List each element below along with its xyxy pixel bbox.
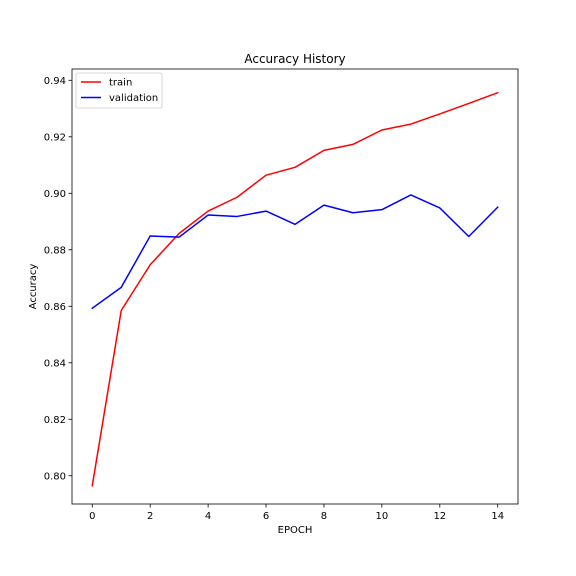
chart-title: Accuracy History (244, 52, 345, 66)
y-tick-label: 0.88 (44, 245, 66, 256)
plot-frame (71, 68, 519, 505)
series-line-train (91, 91, 499, 487)
y-tick-label: 0.92 (44, 132, 66, 143)
x-tick-label: 0 (89, 511, 95, 522)
plot-area (72, 69, 518, 504)
y-tick-label: 0.86 (44, 302, 66, 313)
x-tick-label: 6 (263, 511, 269, 522)
y-tick-label: 0.90 (44, 189, 66, 200)
x-tick-label: 12 (433, 511, 446, 522)
legend: train validation (75, 72, 163, 109)
legend-label-train: train (109, 78, 132, 89)
y-tick-label: 0.84 (44, 358, 66, 369)
x-tick-label: 2 (147, 511, 153, 522)
x-axis-label: EPOCH (278, 525, 313, 536)
series-line-validation (91, 194, 499, 310)
x-axis: 0 2 4 6 8 10 12 14 (89, 504, 504, 522)
x-tick-label: 10 (376, 511, 389, 522)
legend-label-validation: validation (109, 93, 158, 104)
y-tick-label: 0.80 (44, 471, 66, 482)
x-tick-label: 14 (491, 511, 504, 522)
y-tick-label: 0.94 (44, 76, 66, 87)
series-layer (91, 91, 499, 487)
y-axis-label: Accuracy (28, 264, 39, 310)
x-tick-label: 4 (205, 511, 211, 522)
y-axis: 0.80 0.82 0.84 0.86 0.88 0.90 0.92 0.94 (44, 76, 72, 482)
x-tick-label: 8 (321, 511, 327, 522)
y-tick-label: 0.82 (44, 415, 66, 426)
